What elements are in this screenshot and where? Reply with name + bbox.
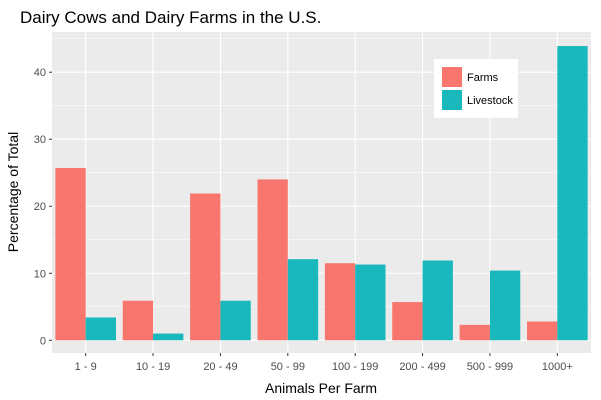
x-tick-label: 200 - 499: [399, 361, 445, 373]
x-tick-label: 500 - 999: [467, 361, 513, 373]
x-tick-label: 1000+: [542, 361, 573, 373]
bar-farms: [459, 324, 490, 341]
bar-livestock: [557, 46, 588, 341]
x-tick-label: 100 - 199: [332, 361, 378, 373]
bar-farms: [257, 179, 288, 341]
bars: [55, 46, 588, 341]
legend-key-farms: [442, 67, 462, 87]
y-axis: 0 10 20 30 40: [34, 67, 52, 347]
y-tick-label: 30: [34, 134, 46, 146]
bar-farms: [526, 321, 558, 341]
bar-farms: [55, 168, 86, 341]
x-axis-title: Animals Per Farm: [265, 380, 377, 396]
bar-farms: [392, 302, 423, 341]
bar-farms: [122, 300, 154, 341]
y-tick-label: 40: [34, 67, 46, 79]
bar-farms: [190, 193, 221, 341]
x-tick-label: 10 - 19: [136, 361, 170, 373]
bar-livestock: [287, 259, 319, 341]
legend: Farms Livestock: [434, 59, 518, 118]
x-tick-label: 1 - 9: [75, 361, 97, 373]
x-tick-label: 50 - 99: [271, 361, 305, 373]
legend-key-livestock: [442, 90, 462, 110]
bar-livestock: [355, 264, 386, 341]
bar-livestock: [220, 300, 251, 341]
y-tick-label: 20: [34, 201, 46, 213]
legend-label-livestock: Livestock: [467, 95, 513, 107]
y-axis-title: Percentage of Total: [5, 132, 21, 252]
chart-title: Dairy Cows and Dairy Farms in the U.S.: [20, 8, 321, 27]
bar-farms: [324, 263, 356, 341]
bar-livestock: [422, 260, 453, 341]
bar-livestock: [85, 317, 117, 341]
x-axis: 1 - 9 10 - 19 20 - 49 50 - 99 100 - 199 200 -…: [75, 353, 573, 373]
y-tick-label: 0: [40, 335, 46, 347]
x-tick-label: 20 - 49: [203, 361, 237, 373]
y-tick-label: 10: [34, 268, 46, 280]
bar-livestock: [153, 333, 184, 341]
legend-label-farms: Farms: [467, 72, 499, 84]
bar-livestock: [489, 270, 521, 341]
